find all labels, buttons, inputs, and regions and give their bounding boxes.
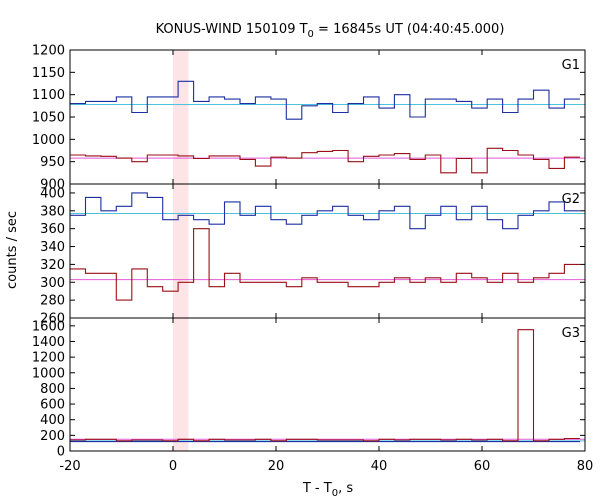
panel-g2: 260 280 300 320 340 360 380 400 G2: [40, 183, 586, 327]
x-tick-label: 60: [474, 459, 491, 474]
y-tick-label: 360: [40, 222, 65, 237]
y-tick-label: 950: [40, 155, 65, 170]
x-tick-label: 80: [577, 459, 594, 474]
xlabel-main: T - T: [302, 481, 332, 496]
x-tick-label: -20: [59, 459, 80, 474]
x-tick-label: 20: [268, 459, 285, 474]
panel-frame: [69, 49, 586, 185]
x-axis-label: T - T0, s: [302, 481, 353, 499]
panel-label: G1: [562, 58, 580, 73]
highlight-band: [173, 318, 189, 451]
series-red-line: [70, 228, 580, 301]
y-tick-label: 900: [40, 178, 65, 193]
y-tick-label: 1100: [32, 88, 65, 103]
chart-title: KONUS-WIND 150109 T0 = 16845s UT (04:40:…: [156, 22, 505, 40]
xlabel-subscript: 0: [332, 488, 338, 499]
series-red-line: [70, 147, 580, 174]
y-tick-label: 0: [57, 445, 65, 460]
y-tick-label: 280: [40, 294, 65, 309]
y-tick-label: 1400: [32, 335, 65, 350]
panel-label: G2: [562, 192, 580, 207]
y-tick-label: 400: [40, 413, 65, 428]
y-tick-label: 300: [40, 276, 65, 291]
series-blue-line: [70, 192, 580, 230]
y-tick-label: 260: [40, 312, 65, 327]
title-main: KONUS-WIND 150109 T: [156, 22, 308, 37]
y-tick-label: 400: [40, 186, 65, 201]
y-tick-label: 1200: [32, 351, 65, 366]
y-tick-label: 340: [40, 240, 65, 255]
y-axis-label: counts / sec: [5, 211, 20, 289]
y-tick-label: 320: [40, 258, 65, 273]
xlabel-rest: , s: [338, 481, 353, 496]
x-tick-label: 0: [169, 459, 177, 474]
y-tick-label: 1150: [32, 66, 65, 81]
chart-panels: 900 950 1000 1050 1100 1150 1200 G1 260 280 300 320…: [32, 44, 593, 475]
y-tick-label: 600: [40, 398, 65, 413]
y-tick-label: 200: [40, 429, 65, 444]
y-tick-label: 1000: [32, 133, 65, 148]
y-tick-label: 1050: [32, 111, 65, 126]
panel-frame: [69, 183, 586, 319]
series-red-line: [70, 329, 580, 442]
y-tick-label: 1000: [32, 366, 65, 381]
title-rest: = 16845s UT (04:40:45.000): [314, 22, 504, 37]
panel-frame: [69, 317, 586, 452]
x-tick-label: 40: [371, 459, 388, 474]
y-tick-label: 1600: [32, 319, 65, 334]
y-tick-label: 800: [40, 382, 65, 397]
series-blue-line: [70, 80, 580, 120]
title-subscript: 0: [308, 29, 314, 40]
panel-g1: 900 950 1000 1050 1100 1150 1200 G1: [32, 44, 586, 193]
highlight-band: [173, 50, 189, 184]
highlight-band: [173, 184, 189, 318]
y-tick-label: 380: [40, 204, 65, 219]
panel-label: G3: [562, 326, 580, 341]
y-tick-label: 1200: [32, 44, 65, 59]
